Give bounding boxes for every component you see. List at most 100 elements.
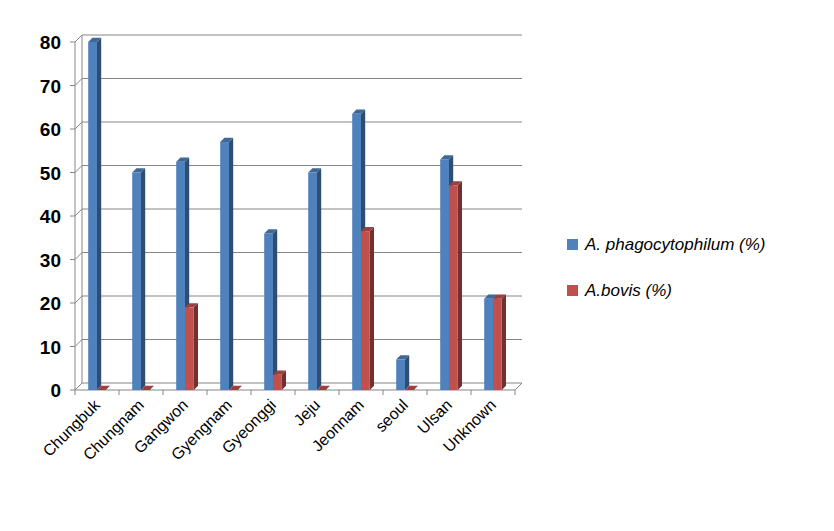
tick-mark [70,216,75,217]
tick-mark [70,259,75,260]
bar [220,138,233,390]
bar-side [405,355,409,390]
bar-front [97,390,106,391]
bar-side [370,227,374,390]
bar-front [141,390,150,391]
grid-line [82,35,522,36]
bar-front [396,360,405,390]
tick-mark [70,85,75,86]
legend-label: A.bovis (%) [584,281,672,300]
bar-top [97,386,110,390]
bar-front [88,42,97,390]
bar-front [264,233,273,390]
category-label: Jeonnam [309,396,368,455]
tick-label: 0 [50,380,61,401]
bar-top [493,294,506,298]
category-label: Unknown [440,396,499,455]
bar-top [440,155,453,159]
tick-mark [70,172,75,173]
bar-top [185,303,198,307]
bar [396,355,409,390]
bar-side [458,181,462,390]
bar-side [317,168,321,390]
bar-front [317,390,326,391]
bar-top [132,168,145,172]
legend: A. phagocytophilum (%) A.bovis (%) [567,235,765,300]
tick-mark [207,390,208,395]
bar-front [229,390,238,391]
bar-front [440,159,449,390]
grid-line [82,122,522,123]
tick-mark [119,390,120,395]
bar-top [220,138,233,142]
bar-top [405,386,418,390]
bar-top [317,386,330,390]
bar-front [484,299,493,390]
grid-line [82,78,522,79]
bar-side [141,168,145,390]
bar [449,181,462,390]
grid-line [75,296,82,303]
tick-mark [75,390,76,395]
floor-edge [515,383,522,390]
bar-front [361,231,370,390]
bar-front [308,173,317,391]
category-label: Ulsan [414,396,455,437]
tick-label: 20 [40,293,61,314]
bar-front [352,114,361,390]
bar-side [229,138,233,390]
tick-label: 30 [40,250,61,271]
tick-mark [70,303,75,304]
tick-mark [70,129,75,130]
tick-mark [163,390,164,395]
bar [308,168,321,390]
grid-line [75,35,82,42]
tick-mark [251,390,252,395]
grid-line [75,253,82,260]
bar-front [493,299,502,390]
grid-line [75,383,82,390]
bar-front [273,375,282,390]
tick-mark [515,390,516,395]
tick-label: 50 [40,163,61,184]
grid-line [75,122,82,129]
bar-top [308,168,321,172]
category-label: Gyeonggi [219,396,279,456]
bar-side [194,303,198,390]
bar-top [273,371,286,375]
tick-label: 10 [40,337,61,358]
bar [361,227,374,390]
bar-front [405,390,414,391]
tick-label: 60 [40,119,61,140]
tick-label: 40 [40,206,61,227]
category-label: Jeju [290,396,323,429]
bar [97,386,110,390]
bar-front [132,173,141,391]
legend-label: A. phagocytophilum (%) [584,235,765,254]
bar [317,386,330,390]
category-label: seoul [372,396,411,435]
bar-side [502,294,506,390]
tick-mark [295,390,296,395]
tick-label: 80 [40,32,61,53]
category-label: Gyengnam [168,396,235,463]
bar-top [88,38,101,42]
bar [405,386,418,390]
grid-line [75,209,82,216]
bar-top [352,110,365,114]
tick-mark [427,390,428,395]
bar [185,303,198,390]
bar-front [185,307,194,390]
bar [493,294,506,390]
tick-mark [70,42,75,43]
legend-swatch [567,239,578,250]
grid-line [82,165,522,166]
bar-front [449,186,458,390]
bar [132,168,145,390]
bar-front [220,142,229,390]
bar [273,371,286,390]
bar-top [141,386,154,390]
bar-top [176,157,189,161]
tick-mark [70,346,75,347]
bar [264,229,277,390]
